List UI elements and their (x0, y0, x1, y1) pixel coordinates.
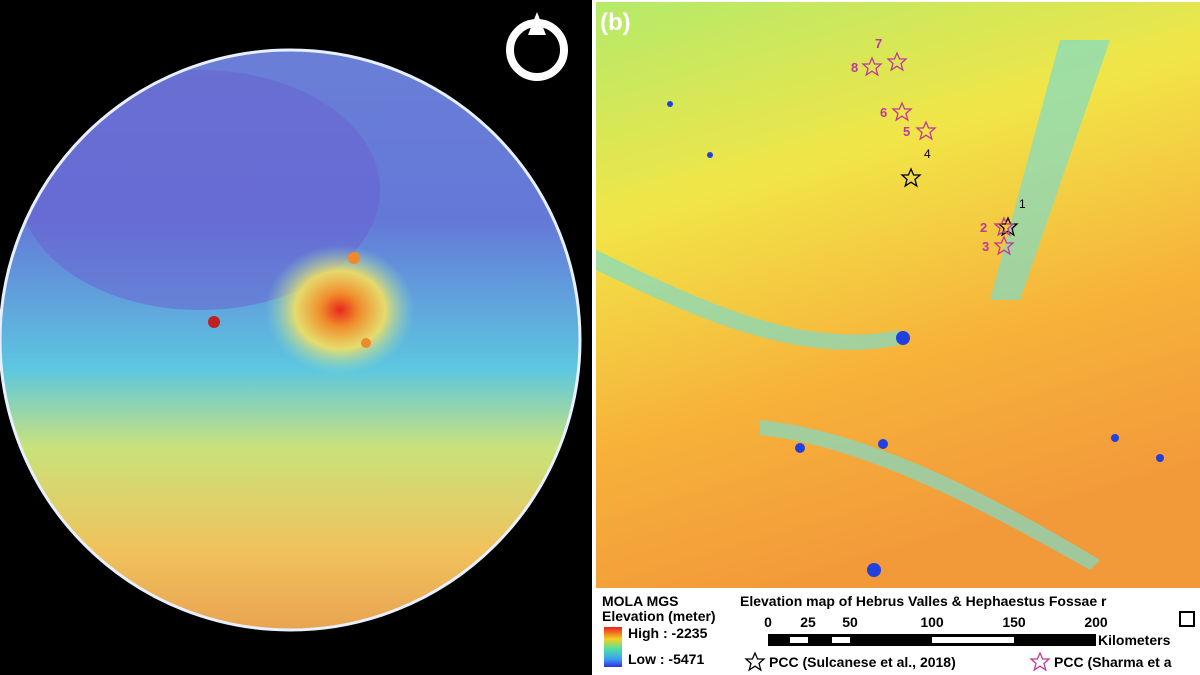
legend-dataset: MOLA MGS (602, 593, 678, 609)
craters (667, 101, 1164, 577)
elevation-map (596, 2, 1200, 588)
legend-title: Elevation map of Hebrus Valles & Hephaes… (740, 593, 1107, 609)
site-label: 5 (903, 124, 910, 139)
scale-tick: 25 (800, 614, 816, 630)
site-label: 3 (982, 239, 989, 254)
legend: MOLA MGS Elevation (meter) High : -2235 … (602, 593, 1195, 671)
scale-tick: 150 (1002, 614, 1026, 630)
site-label: 2 (980, 220, 987, 235)
sites: 1 2 3 4 5 6 7 8 (851, 36, 1026, 255)
site-label: 7 (875, 36, 882, 51)
legend-low: Low : -5471 (628, 651, 704, 667)
site-cluster (208, 316, 220, 328)
legend-pcc-pink: PCC (Sharma et a (1054, 654, 1172, 670)
valleys (596, 40, 1110, 570)
globe-rim (0, 48, 582, 632)
site-label: 8 (851, 60, 858, 75)
panel-label: (b) (600, 9, 631, 36)
scale-bar (768, 634, 1096, 646)
scale-tick: 200 (1084, 614, 1108, 630)
scale-tick: 50 (842, 614, 858, 630)
legend-high: High : -2235 (628, 625, 708, 641)
legend-pcc-black: PCC (Sulcanese et al., 2018) (769, 654, 956, 670)
compass (506, 12, 568, 81)
globe (0, 50, 580, 630)
site-label: 4 (924, 147, 931, 161)
scale-tick: 0 (764, 614, 772, 630)
scale-unit: Kilometers (1098, 632, 1171, 648)
site-label: 6 (880, 105, 887, 120)
legend-box (1179, 611, 1195, 627)
scale-tick: 100 (920, 614, 944, 630)
site-label: 1 (1019, 197, 1026, 211)
color-ramp (604, 627, 622, 667)
legend-unit: Elevation (meter) (602, 608, 716, 624)
